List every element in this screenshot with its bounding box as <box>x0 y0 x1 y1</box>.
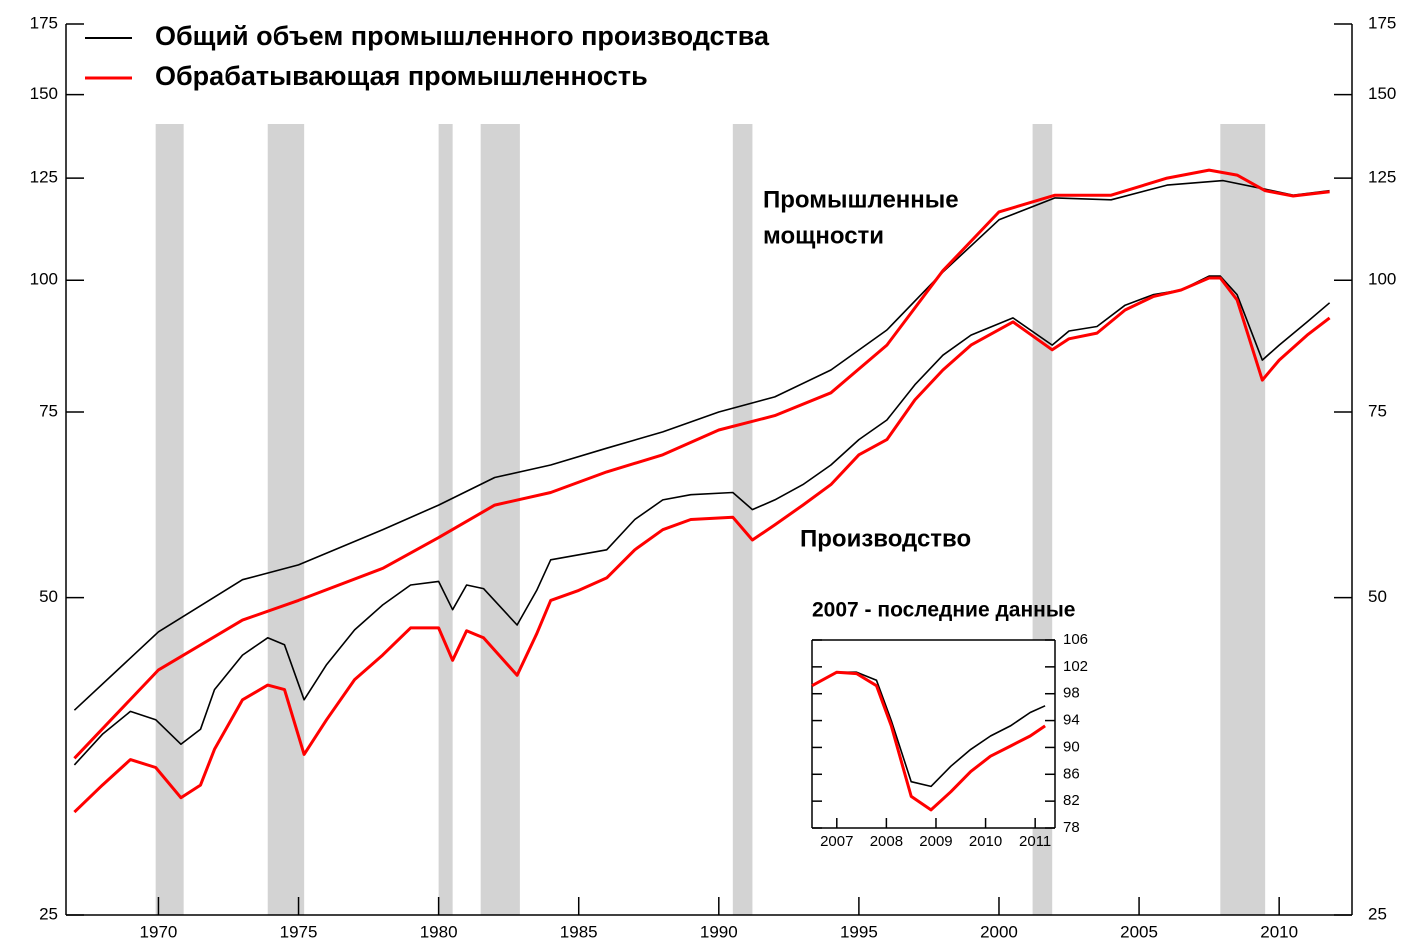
y-tick-label: 98 <box>1063 685 1080 702</box>
x-tick-label: 2005 <box>1120 922 1158 941</box>
recession-band <box>438 124 453 915</box>
x-tick-label: 2010 <box>1260 922 1298 941</box>
legend-label: Обрабатывающая промышленность <box>155 61 648 91</box>
y-tick-label: 50 <box>39 587 58 606</box>
y-tick-label: 75 <box>39 401 58 420</box>
y-tick-label: 125 <box>30 168 58 187</box>
y-tick-label: 25 <box>39 904 58 923</box>
y-tick-label: 90 <box>1063 738 1080 755</box>
main-plot: 25 50 75 100 125 150 175 25 50 75 100 125 150 175 1970… <box>30 13 1397 941</box>
x-tick-label: 2008 <box>870 833 903 850</box>
y2-tick-label: 50 <box>1368 587 1387 606</box>
x-tick-label: 2007 <box>820 833 853 850</box>
y2-tick-label: 75 <box>1368 401 1387 420</box>
x-tick-label: 1975 <box>280 922 318 941</box>
recession-band <box>1220 124 1266 915</box>
y2-tick-label: 150 <box>1368 84 1396 103</box>
data-line <box>811 670 1046 812</box>
x-tick-label: 2009 <box>919 833 952 850</box>
y-tick-label: 102 <box>1063 658 1088 675</box>
inset-title: 2007 - последние данные <box>812 599 1075 622</box>
inset-plot: 78 82 86 90 94 98 102 106 2007 2008 2009 2010 2011 <box>811 631 1088 850</box>
y-tick-label: 86 <box>1063 765 1080 782</box>
y-tick-label: 78 <box>1063 819 1080 836</box>
legend-label: Общий объем промышленного производства <box>155 21 770 51</box>
x-tick-label: 2000 <box>980 922 1018 941</box>
data-line <box>73 276 1331 814</box>
recession-band <box>480 124 520 915</box>
annotation: Промышленные <box>763 186 959 213</box>
x-tick-label: 1990 <box>700 922 738 941</box>
y-tick-label: 150 <box>30 84 58 103</box>
x-tick-label: 2010 <box>969 833 1002 850</box>
y2-tick-label: 125 <box>1368 168 1396 187</box>
x-tick-label: 1985 <box>560 922 598 941</box>
y-tick-label: 175 <box>30 13 58 32</box>
x-tick-label: 2011 <box>1019 833 1051 850</box>
data-line <box>73 275 1331 766</box>
recession-band <box>267 124 305 915</box>
inset-background <box>812 640 1055 828</box>
y-tick-label: 82 <box>1063 792 1080 809</box>
annotation: Производство <box>800 525 971 552</box>
y-tick-label: 100 <box>30 270 58 289</box>
y-tick-label: 106 <box>1063 631 1088 648</box>
y2-tick-label: 175 <box>1368 13 1396 32</box>
data-line <box>73 179 1330 711</box>
y2-tick-label: 25 <box>1368 904 1387 923</box>
x-tick-label: 1995 <box>840 922 878 941</box>
x-tick-label: 1980 <box>420 922 458 941</box>
annotation: мощности <box>763 222 884 249</box>
y-tick-label: 94 <box>1063 712 1080 729</box>
data-line <box>73 168 1330 760</box>
recession-band <box>732 124 753 915</box>
x-tick-label: 1970 <box>140 922 178 941</box>
y2-tick-label: 100 <box>1368 270 1396 289</box>
